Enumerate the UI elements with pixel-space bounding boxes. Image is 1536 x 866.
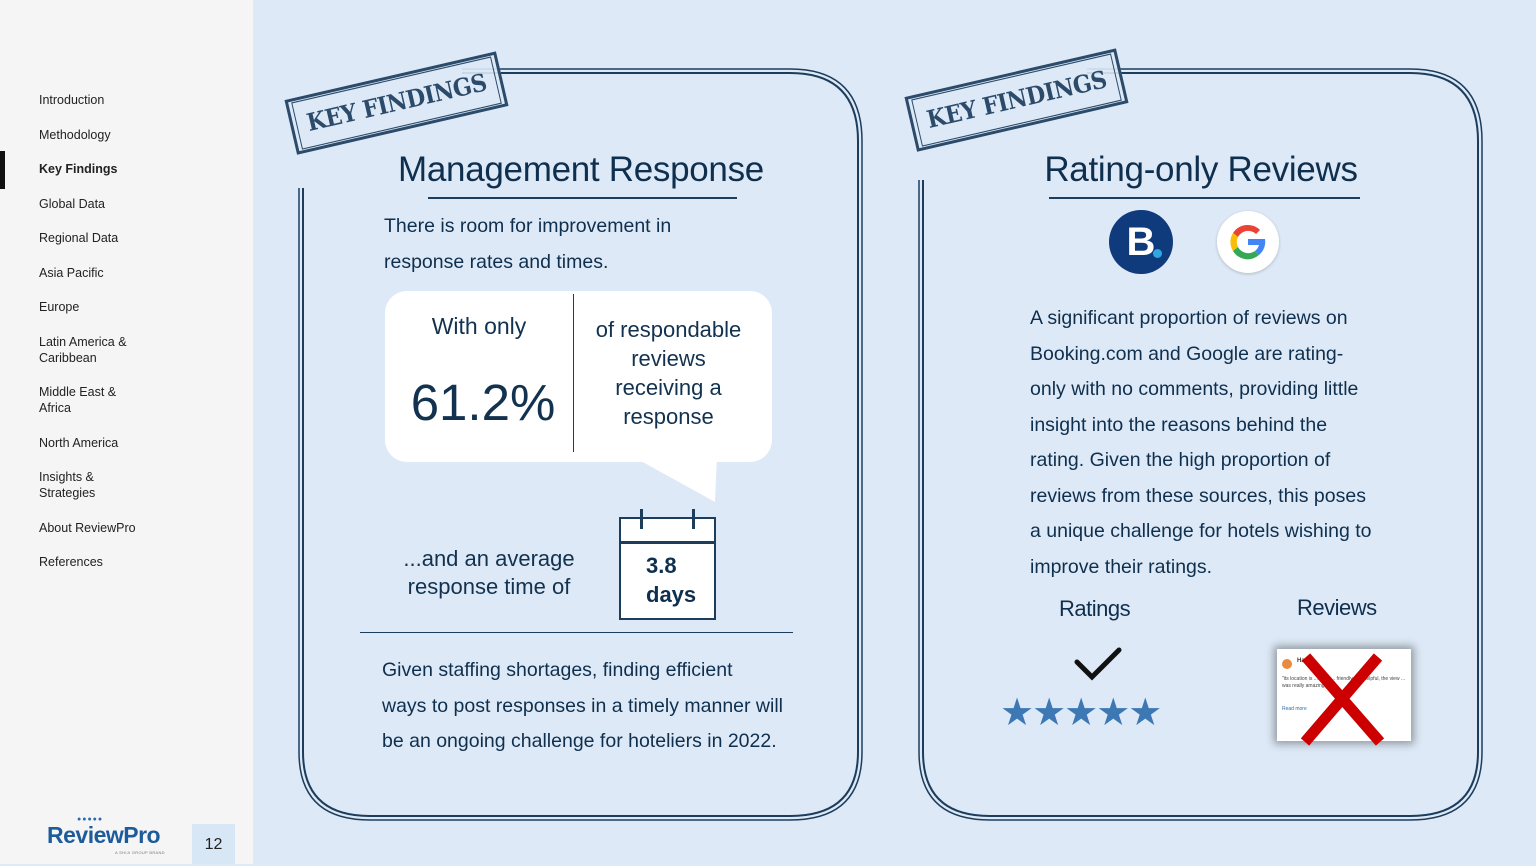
reviewer-avatar — [1282, 659, 1292, 669]
sidebar-item-north-america[interactable]: North America — [39, 435, 119, 450]
response-rate-bubble: With only 61.2% of respondable reviews r… — [385, 291, 772, 462]
sidebar-item-europe[interactable]: Europe — [39, 300, 80, 314]
page-title: Management Response — [398, 150, 764, 189]
sidebar-item-regional-data[interactable]: Regional Data — [39, 231, 119, 245]
sidebar-item-middle-east-africa[interactable]: Middle East & Africa — [39, 385, 117, 415]
response-rate-caption: of respondable reviews receiving a respo… — [595, 317, 742, 429]
sidebar-item-references[interactable]: References — [39, 555, 103, 569]
five-stars-icon: ★★★★★ — [1000, 692, 1162, 734]
sidebar-nav: Introduction Methodology Key Findings Gl… — [0, 92, 253, 589]
sidebar-item-methodology[interactable]: Methodology — [39, 127, 111, 142]
calendar-ring — [692, 509, 695, 529]
sidebar-item-asia-pacific[interactable]: Asia Pacific — [39, 265, 104, 280]
with-only-label: With only — [431, 313, 527, 339]
booking-icon: B — [1109, 210, 1173, 274]
response-rate-value: 61.2% — [410, 374, 556, 431]
closing-text: Given staffing shortages, finding effici… — [382, 659, 783, 752]
bubble-divider — [573, 294, 574, 452]
sidebar-item-insights-strategies[interactable]: Insights & Strategies — [39, 470, 96, 500]
section-title: Rating-only Reviews — [1044, 150, 1358, 189]
reviewpro-logo[interactable]: ●●●●● ReviewPro A SHIJI GROUP BRAND — [47, 816, 165, 855]
rating-only-paragraph: A significant proportion of reviews on B… — [1030, 307, 1372, 578]
reviews-label: Reviews — [1297, 595, 1377, 620]
intro-text: There is room for improvement in respons… — [384, 215, 672, 273]
page-number: 12 — [192, 824, 235, 864]
logo-dots-icon: ●●●●● — [77, 816, 104, 823]
response-time-value: 3.8 days — [646, 553, 697, 607]
average-response-label: ...and an average response time of — [403, 546, 575, 599]
sidebar-item-key-findings[interactable]: Key Findings — [0, 151, 253, 189]
sidebar-item-latin-america[interactable]: Latin America & Caribbean — [39, 334, 127, 365]
review-sample-image: Ha "its location is ... Staff ... friend… — [1277, 649, 1411, 741]
title-underline — [1049, 197, 1360, 199]
calendar-icon: 3.8 days — [619, 509, 716, 620]
sidebar-item-global-data[interactable]: Global Data — [39, 196, 106, 211]
title-underline — [428, 197, 737, 199]
sidebar: Introduction Methodology Key Findings Gl… — [0, 0, 253, 864]
section-divider — [360, 632, 793, 633]
sidebar-item-about-reviewpro[interactable]: About ReviewPro — [39, 520, 136, 535]
calendar-ring — [640, 509, 643, 529]
sidebar-item-introduction[interactable]: Introduction — [39, 93, 105, 107]
ratings-label: Ratings — [1059, 596, 1131, 621]
calendar-header-bar — [621, 541, 714, 544]
google-icon — [1217, 211, 1279, 273]
